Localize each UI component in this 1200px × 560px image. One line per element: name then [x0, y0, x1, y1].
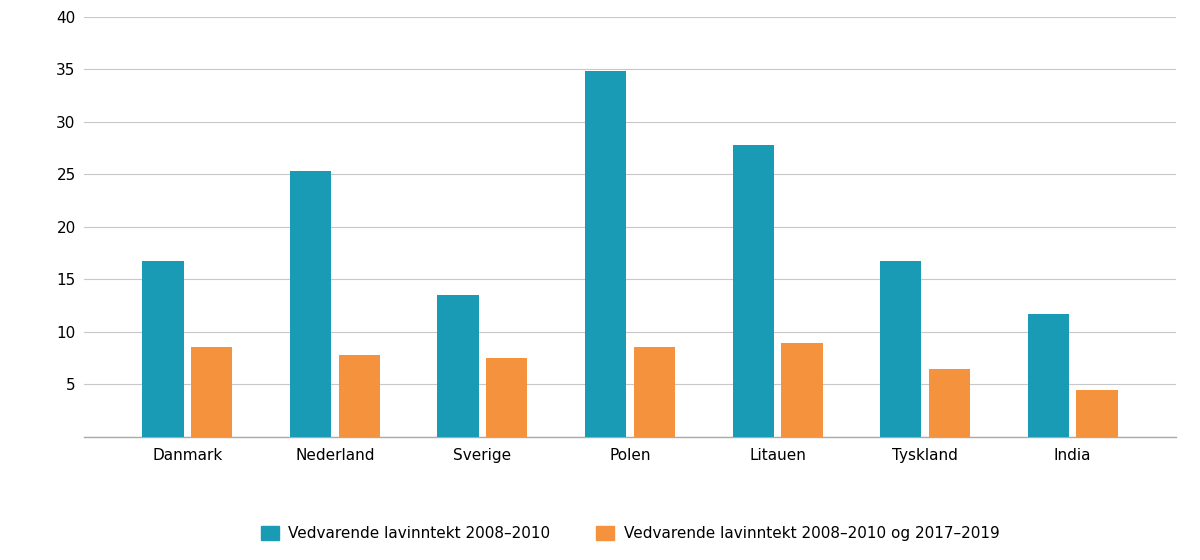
Bar: [880, 262, 922, 437]
Bar: [584, 72, 626, 437]
Bar: [732, 145, 774, 437]
Bar: [634, 347, 676, 437]
Bar: [1076, 390, 1117, 437]
Bar: [290, 171, 331, 437]
Bar: [338, 355, 380, 437]
Bar: [191, 347, 233, 437]
Bar: [438, 295, 479, 437]
Bar: [1027, 314, 1069, 437]
Bar: [143, 262, 184, 437]
Legend: Vedvarende lavinntekt 2008–2010, Vedvarende lavinntekt 2008–2010 og 2017–2019: Vedvarende lavinntekt 2008–2010, Vedvare…: [254, 520, 1006, 547]
Bar: [929, 368, 970, 437]
Bar: [486, 358, 528, 437]
Bar: [781, 343, 822, 437]
